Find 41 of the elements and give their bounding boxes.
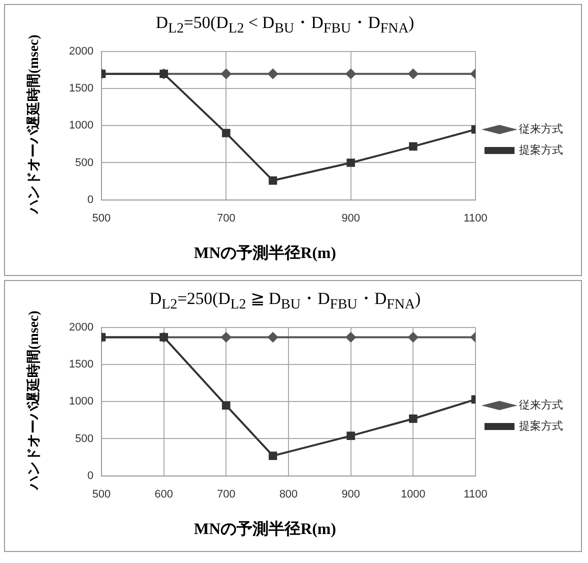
point <box>408 414 418 423</box>
y-tick-label: 2000 <box>68 322 94 334</box>
y-tick-label: 1000 <box>68 396 94 408</box>
point <box>221 68 232 79</box>
x-tick-label: 700 <box>216 488 236 500</box>
x-tick-label: 700 <box>216 212 236 224</box>
point <box>408 142 418 151</box>
point <box>408 332 418 342</box>
y-tick-label: 0 <box>87 470 94 482</box>
y-tick-label: 1000 <box>68 120 94 132</box>
x-tick-label: 600 <box>154 488 173 500</box>
chart-title: D$_{L2}$=50(D$_{L2}$ < D$_{BU}$・D$_{FBU}$・D$_{FNA}$) <box>156 13 414 36</box>
y-tick-label: 2000 <box>68 46 94 58</box>
x-tick-label: 900 <box>342 488 360 500</box>
point <box>221 332 232 342</box>
point <box>346 432 356 440</box>
legend-label: 提案方式 <box>519 143 563 156</box>
y-tick-label: 500 <box>75 156 94 169</box>
x-axis-title: MNの予測半径R(m) <box>192 244 338 264</box>
point <box>222 128 230 138</box>
legend-label: 従来方式 <box>519 398 563 412</box>
x-tick-label: 1100 <box>464 212 488 224</box>
legend-label: 従来方式 <box>519 122 563 136</box>
y-axis-title: ハンドオーバ遅延時間(msec) <box>26 34 43 216</box>
y-tick-label: 500 <box>75 432 94 445</box>
chart-title: D$_{L2}$=250(D$_{L2}$ ≧ D$_{BU}$・D$_{FBU}$・D$_{FNA}$) <box>149 289 421 312</box>
point <box>346 332 356 342</box>
point <box>222 401 230 410</box>
legend-label: 提案方式 <box>519 419 563 432</box>
x-tick-label: 1100 <box>464 488 488 500</box>
point <box>346 68 356 79</box>
x-tick-label: 800 <box>279 488 298 500</box>
x-tick-label: 1000 <box>400 488 426 500</box>
x-axis-title: MNの予測半径R(m) <box>192 520 338 540</box>
y-axis-title: ハンドオーバ遅延時間(msec) <box>26 310 43 492</box>
point <box>408 68 418 79</box>
y-tick-label: 1500 <box>68 82 94 95</box>
point <box>346 158 356 167</box>
y-tick-label: 0 <box>87 194 94 206</box>
y-tick-label: 1500 <box>68 358 94 371</box>
x-tick-label: 900 <box>342 212 360 224</box>
